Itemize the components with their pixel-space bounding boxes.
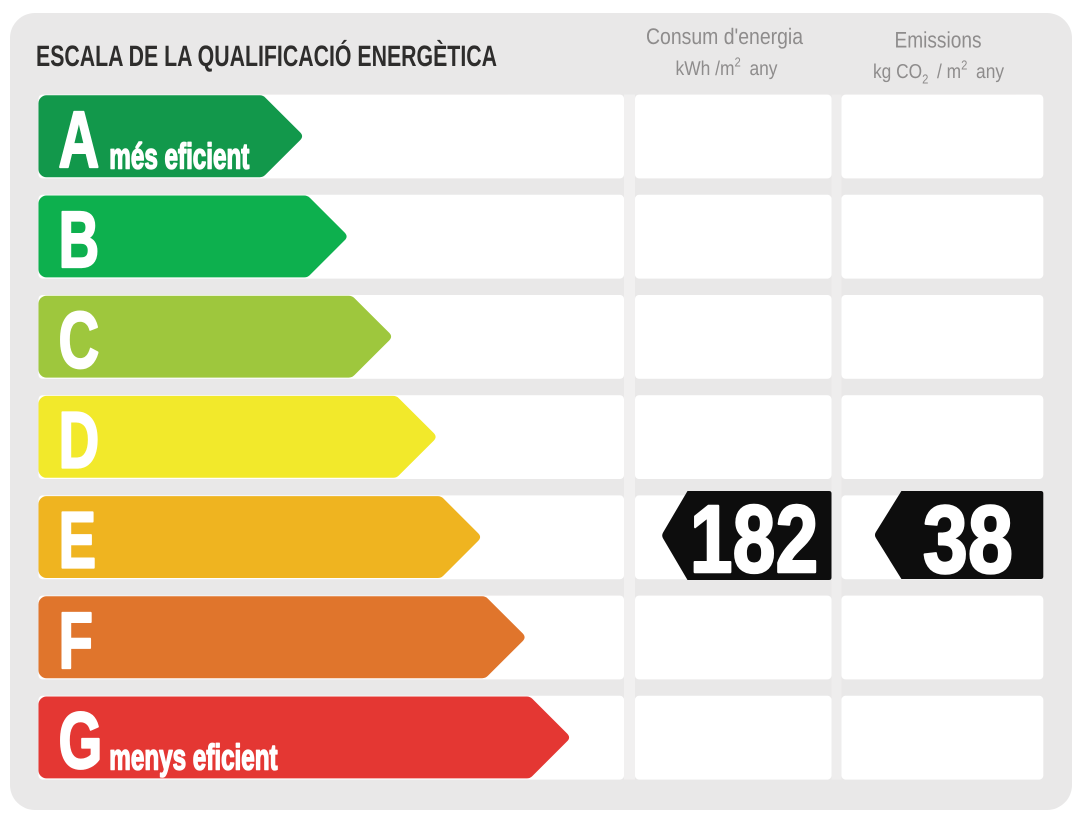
svg-text:G: G bbox=[59, 696, 103, 785]
svg-text:D: D bbox=[59, 396, 100, 485]
svg-text:Consum d'energia: Consum d'energia bbox=[646, 24, 803, 49]
svg-text:C: C bbox=[59, 295, 100, 384]
svg-text:menys eficient: menys eficient bbox=[109, 737, 277, 778]
svg-text:38: 38 bbox=[923, 486, 1013, 593]
svg-text:E: E bbox=[59, 496, 97, 585]
svg-text:A: A bbox=[59, 95, 100, 184]
svg-text:kg CO2 / m2 any: kg CO2 / m2 any bbox=[873, 58, 1004, 87]
svg-text:B: B bbox=[59, 195, 100, 284]
svg-text:182: 182 bbox=[690, 486, 818, 593]
svg-text:ESCALA DE LA QUALIFICACIÓ ENER: ESCALA DE LA QUALIFICACIÓ ENERGÈTICA bbox=[36, 39, 497, 73]
svg-text:kWh /m2 any: kWh /m2 any bbox=[676, 55, 778, 81]
svg-text:Emissions: Emissions bbox=[895, 28, 982, 53]
svg-text:més eficient: més eficient bbox=[109, 135, 249, 176]
svg-text:F: F bbox=[59, 596, 93, 685]
